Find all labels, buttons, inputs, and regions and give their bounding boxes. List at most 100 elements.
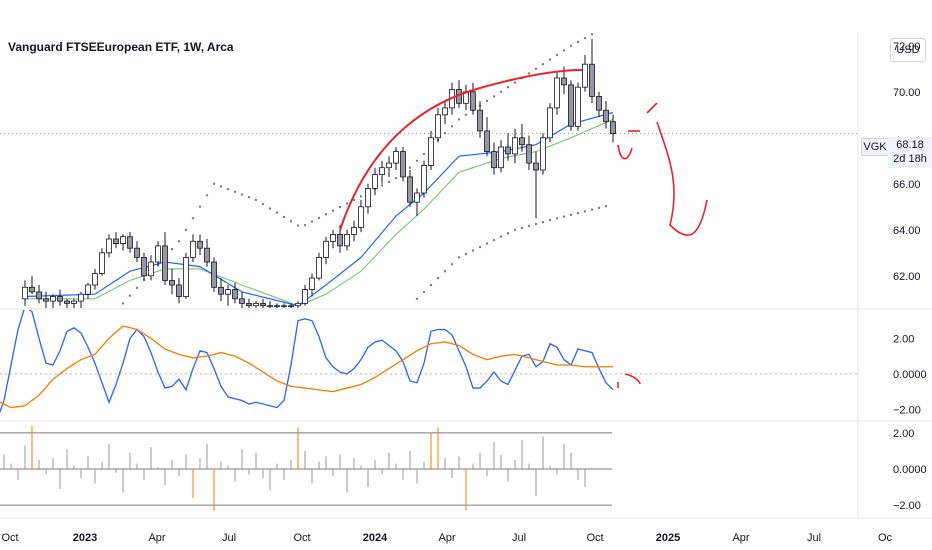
candle-body: [246, 302, 252, 307]
candle-body: [610, 121, 616, 135]
candle-body: [71, 300, 77, 304]
sar-dot: [233, 190, 237, 194]
sar-dot: [464, 113, 468, 117]
candle-body: [57, 296, 63, 302]
candle-body: [379, 167, 385, 175]
sar-dot: [590, 208, 594, 211]
candle-body: [29, 286, 35, 293]
sar-dot: [170, 247, 174, 251]
sar-dot: [569, 44, 573, 47]
oscillator-line-fast: [0, 310, 614, 414]
sar-dot: [513, 228, 517, 231]
annotation-arc: [339, 69, 583, 231]
candle-body: [540, 137, 546, 171]
candle-body: [400, 151, 406, 178]
sar-dot: [590, 33, 594, 36]
sar-dot: [562, 215, 566, 218]
time-axis-label: Jul: [222, 532, 236, 544]
candle-body: [113, 238, 119, 244]
oscillator-tick-label: 2.00: [893, 333, 914, 345]
sar-dot: [331, 209, 335, 212]
candle-body: [120, 236, 126, 244]
last-price: 68.18: [896, 139, 924, 151]
histogram-tick-label: −2.00: [893, 500, 921, 512]
price-series-group: [22, 33, 616, 308]
candle-body: [197, 240, 203, 249]
candle-body: [477, 109, 483, 132]
time-axis-label: Oct: [293, 532, 310, 544]
sar-dot: [534, 222, 538, 226]
candle-body: [498, 146, 504, 169]
candle-body: [547, 107, 553, 139]
sar-dot: [310, 220, 314, 223]
sar-dot: [345, 202, 349, 205]
sar-dot: [219, 185, 223, 188]
candle-body: [526, 144, 532, 164]
sar-dot: [548, 219, 552, 222]
candle-body: [309, 277, 315, 291]
candle-body: [470, 91, 476, 111]
sar-dot: [492, 95, 496, 98]
oscillator-line-slow: [0, 325, 613, 409]
candle-body: [512, 137, 518, 155]
candle-body: [99, 252, 105, 274]
sar-dot: [128, 294, 132, 297]
sar-dot: [261, 202, 265, 206]
candle-body: [43, 298, 49, 302]
price-tick-label: 62.00: [893, 271, 921, 283]
sar-dot: [275, 211, 279, 214]
currency-selector[interactable]: USD: [890, 38, 926, 62]
candle-body: [589, 63, 595, 97]
candle-body: [491, 151, 497, 169]
candle-body: [372, 174, 378, 189]
sar-dot: [478, 245, 482, 249]
sar-dot: [240, 193, 244, 196]
candle-body: [141, 256, 147, 277]
sar-dot: [541, 220, 545, 224]
candle-body: [337, 233, 343, 247]
sar-dot: [282, 215, 286, 219]
candle-body: [253, 302, 259, 307]
sar-dot: [436, 276, 440, 280]
candle-body: [393, 151, 399, 164]
sar-dot: [506, 232, 510, 235]
candle-body: [92, 273, 98, 286]
sar-dot: [576, 211, 580, 215]
time-axis-label: 2025: [656, 532, 680, 544]
sar-dot: [499, 235, 503, 238]
symbol-badge: VGK: [861, 138, 889, 156]
sar-dot: [548, 58, 552, 61]
sar-dot: [443, 270, 447, 273]
candle-body: [288, 305, 294, 308]
sar-dot: [492, 238, 496, 242]
candle-body: [183, 256, 189, 297]
candle-body: [554, 77, 560, 109]
candle-body: [568, 84, 574, 127]
sar-dot: [338, 205, 342, 209]
moving-average-fast: [24, 111, 614, 307]
candle-body: [596, 96, 602, 111]
candle-body: [505, 146, 511, 155]
sar-dot: [450, 263, 454, 266]
candle-body: [78, 293, 84, 302]
candle-body: [295, 302, 301, 307]
sar-dot: [324, 213, 328, 216]
sar-dot: [562, 49, 566, 52]
sar-dot: [121, 302, 125, 305]
candle-body: [36, 291, 42, 300]
candle-body: [232, 289, 238, 300]
candle-body: [225, 289, 231, 295]
sar-dot: [499, 90, 503, 94]
candle-body: [148, 261, 154, 277]
sar-dot: [415, 297, 419, 300]
sar-dot: [555, 217, 559, 220]
time-axis-label: Jul: [807, 532, 821, 544]
candle-body: [281, 305, 287, 308]
candle-body: [344, 233, 350, 247]
sar-dot: [583, 210, 587, 213]
sar-dot: [443, 132, 447, 135]
candle-body: [421, 164, 427, 194]
sar-dot: [205, 194, 209, 197]
sar-dot: [352, 198, 356, 202]
